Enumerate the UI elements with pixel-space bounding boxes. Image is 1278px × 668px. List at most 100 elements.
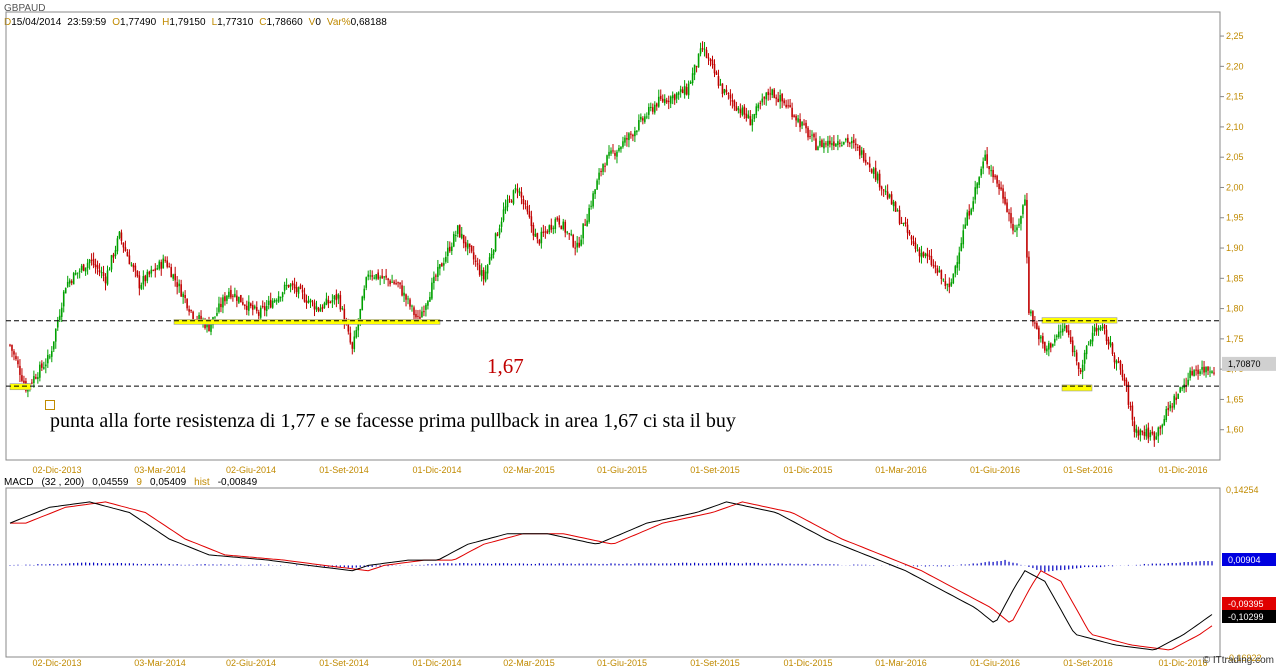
candle-body (162, 258, 165, 269)
candle-body (614, 153, 616, 156)
candle-body (763, 97, 766, 99)
candle-body (940, 270, 943, 280)
x-tick-label: 03-Mar-2014 (134, 465, 186, 475)
candle-body (347, 324, 350, 332)
candle-body (701, 48, 704, 50)
candle-body (598, 172, 600, 180)
candle-body (1087, 344, 1090, 346)
candle-body (216, 313, 218, 316)
candle-body (1137, 430, 1140, 436)
candle-body (1075, 352, 1078, 362)
x-tick-label: 01-Giu-2016 (970, 465, 1020, 475)
macd-header-item: -0,00849 (217, 477, 258, 488)
candle-body (1213, 372, 1215, 374)
candle-body (874, 167, 877, 180)
candle-body (337, 294, 340, 299)
candle-body (831, 143, 833, 146)
candle-body (142, 276, 145, 285)
candle-body (745, 113, 748, 119)
ohlc-value: 15/04/2014 (11, 17, 62, 28)
candle-body (289, 284, 292, 287)
candle-body (383, 276, 385, 278)
candle-body (351, 342, 354, 349)
candle-body (1079, 370, 1082, 372)
candle-body (833, 141, 835, 146)
candle-body (648, 107, 650, 115)
price-plot-frame (5, 11, 1221, 461)
candle-body (84, 267, 87, 272)
candle-body (470, 246, 473, 252)
candle-body (387, 278, 389, 281)
candle-body (835, 143, 837, 147)
candle-body (739, 109, 742, 114)
candle-body (661, 98, 664, 102)
candle-body (178, 283, 180, 287)
macd-x-tick-label: 01-Set-2015 (690, 658, 740, 668)
candle-body (636, 130, 638, 133)
candle-body (570, 233, 573, 235)
candle-body (725, 89, 728, 93)
candle-body (381, 275, 383, 279)
candle-body (31, 382, 33, 384)
candle-body (1032, 311, 1034, 323)
candle-body (787, 105, 789, 107)
candle-body (801, 121, 803, 126)
candle-body (602, 164, 604, 172)
macd-header-item: MACD (4, 477, 34, 488)
candle-body (721, 83, 724, 95)
candle-body (1085, 346, 1088, 355)
macd-series (9, 501, 1213, 651)
candle-body (15, 356, 17, 360)
candle-body (413, 307, 415, 316)
x-tick-label: 01-Dic-2014 (412, 465, 461, 475)
candle-body (136, 270, 139, 277)
ohlc-value: 23:59:59 (67, 17, 107, 28)
candle-body (307, 300, 310, 303)
candle-body (339, 295, 342, 310)
candle-body (1048, 343, 1050, 350)
candle-body (566, 231, 569, 233)
candle-body (783, 100, 785, 104)
candle-body (486, 265, 489, 274)
note-marker-icon (45, 400, 55, 410)
candle-body (41, 363, 43, 368)
candle-body (518, 191, 521, 194)
candle-body (693, 64, 696, 75)
candle-body (232, 295, 234, 297)
candle-body (192, 311, 194, 320)
candle-body (50, 351, 53, 357)
candle-body (994, 175, 996, 178)
candle-body (713, 63, 716, 74)
macd-value-tag (1222, 553, 1276, 566)
x-tick-label: 02-Giu-2014 (226, 465, 276, 475)
candle-body (1083, 352, 1086, 364)
candle-body (1018, 223, 1020, 226)
candle-body (1159, 426, 1162, 429)
candle-body (988, 166, 990, 170)
candle-body (180, 284, 182, 297)
y-tick-label: 1,65 (1226, 394, 1244, 404)
candle-body (558, 218, 561, 225)
candle-body (1177, 393, 1179, 399)
candle-body (106, 270, 109, 285)
candle-body (1141, 430, 1144, 433)
candle-body (1201, 367, 1203, 370)
candle-body (849, 142, 851, 144)
candle-body (540, 231, 543, 244)
candle-body (928, 255, 931, 257)
candle-body (554, 219, 557, 230)
candle-body (729, 94, 732, 99)
candle-body (717, 76, 720, 86)
candle-body (355, 329, 358, 338)
candle-body (395, 283, 397, 285)
candle-body (1030, 311, 1032, 314)
candle-body (269, 299, 272, 308)
ohlc-header: D15/04/2014 23:59:59 O1,77490 H1,79150 L1,77… (4, 17, 393, 28)
candle-body (1052, 344, 1054, 347)
y-tick-label: 2,15 (1226, 92, 1244, 102)
candle-body (1161, 424, 1164, 428)
candle-body (978, 177, 980, 185)
candle-body (506, 199, 509, 208)
y-tick-label: 2,20 (1226, 61, 1244, 71)
